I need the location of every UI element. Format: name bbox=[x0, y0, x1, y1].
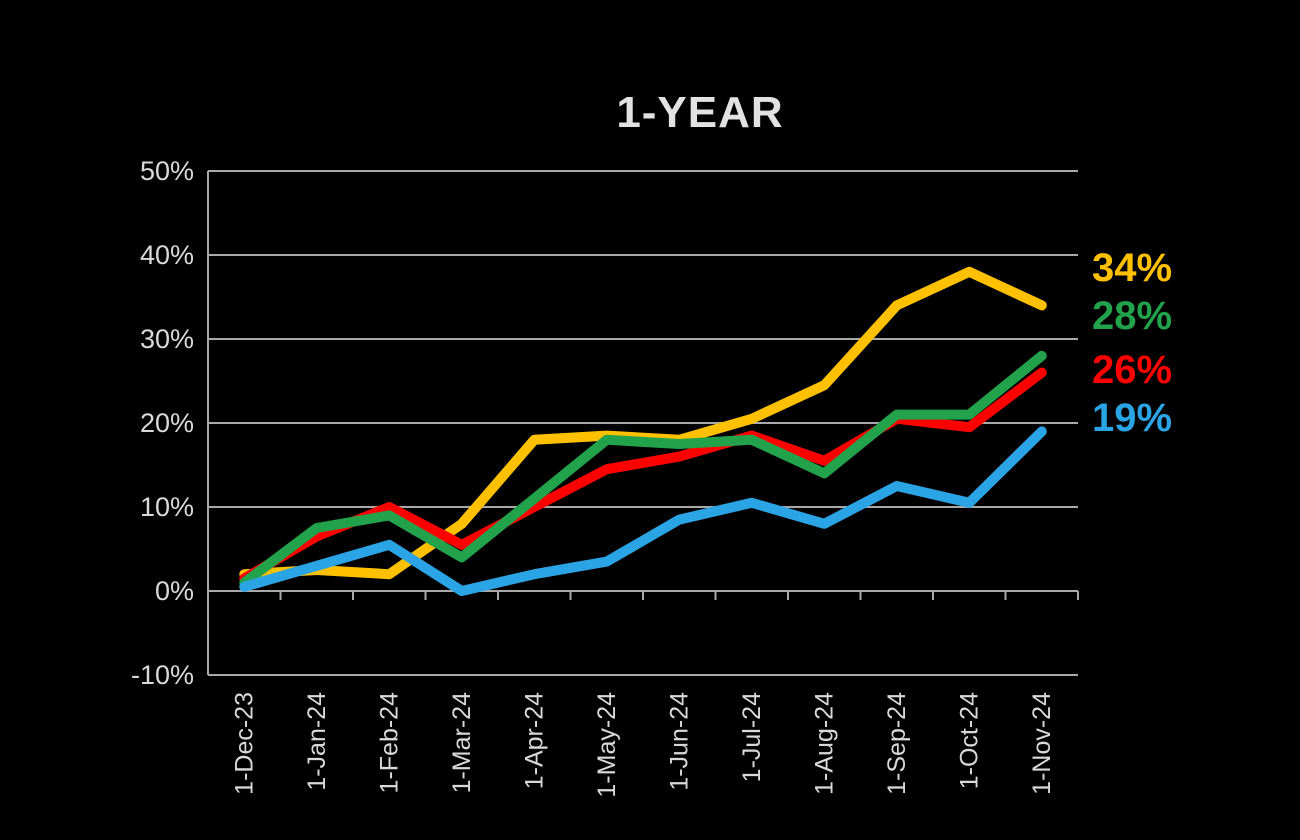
x-tick-label: 1-Jun-24 bbox=[665, 692, 693, 791]
y-tick-label: 0% bbox=[155, 576, 194, 606]
y-tick-label: -10% bbox=[131, 660, 194, 690]
end-label-green: 28% bbox=[1092, 294, 1173, 338]
end-label-gold: 34% bbox=[1092, 246, 1173, 290]
x-tick-label: 1-Aug-24 bbox=[810, 692, 838, 795]
x-tick-label: 1-May-24 bbox=[593, 692, 621, 798]
series-line-red-series bbox=[239, 367, 1047, 584]
x-tick-label: 1-Nov-24 bbox=[1028, 692, 1056, 795]
x-tick-label: 1-Apr-24 bbox=[520, 692, 548, 789]
y-tick-label: 20% bbox=[140, 408, 194, 438]
series-line-green-series bbox=[239, 350, 1047, 588]
x-tick-label: 1-Mar-24 bbox=[448, 692, 476, 794]
x-tick-label: 1-Sep-24 bbox=[883, 692, 911, 795]
x-tick-label: 1-Dec-23 bbox=[230, 692, 258, 795]
x-tick-label: 1-Jul-24 bbox=[738, 692, 766, 782]
y-tick-label: 30% bbox=[140, 324, 194, 354]
chart-title: 1-YEAR bbox=[616, 88, 784, 137]
y-tick-label: 40% bbox=[140, 240, 194, 270]
x-tick-label: 1-Feb-24 bbox=[375, 692, 403, 794]
x-tick-label: 1-Jan-24 bbox=[303, 692, 331, 791]
series-line-blue-series bbox=[239, 426, 1047, 596]
end-label-red: 26% bbox=[1092, 348, 1173, 392]
y-tick-label: 50% bbox=[140, 156, 194, 186]
end-label-blue: 19% bbox=[1092, 396, 1173, 440]
x-tick-label: 1-Oct-24 bbox=[955, 692, 983, 789]
y-tick-label: 10% bbox=[140, 492, 194, 522]
